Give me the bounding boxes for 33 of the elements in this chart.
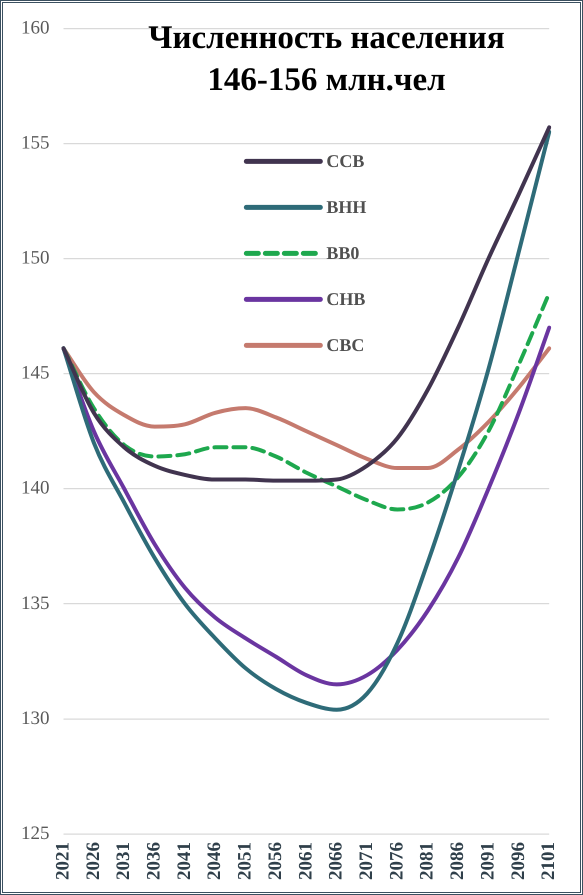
x-tick-label: 2101 [538, 842, 560, 880]
y-tick-label: 155 [21, 132, 50, 154]
y-tick-label: 135 [21, 592, 50, 614]
x-tick-label: 2066 [326, 842, 347, 880]
x-tick-label: 2026 [82, 842, 104, 880]
x-tick-label: 2086 [447, 842, 468, 880]
x-tick-label: 2041 [174, 842, 195, 880]
x-tick-label: 2061 [295, 842, 316, 880]
x-tick-label: 2021 [52, 842, 74, 880]
x-tick-label: 2076 [386, 842, 408, 880]
legend-label: BB0 [326, 243, 360, 264]
y-tick-label: 145 [21, 362, 50, 384]
x-tick-label: 2081 [416, 842, 438, 880]
y-tick-label: 130 [21, 708, 50, 729]
y-tick-label: 150 [21, 248, 50, 269]
legend-label: BHH [326, 197, 366, 218]
y-tick-label: 125 [21, 822, 50, 844]
line-series [62, 125, 552, 483]
legend-label: CHB [326, 289, 366, 310]
x-tick-label: 2056 [264, 842, 286, 880]
x-tick-label: 2036 [143, 842, 164, 880]
legend-label: CCB [326, 151, 364, 172]
x-tick-label: 2031 [113, 842, 134, 880]
y-tick-label: 140 [21, 478, 50, 499]
x-tick-label: 2096 [508, 842, 529, 880]
line-series [62, 130, 552, 712]
x-tick-label: 2071 [356, 842, 377, 880]
x-tick-label: 2091 [477, 842, 498, 880]
chart-title: Численность населения 146-156 млн.чел [147, 19, 506, 100]
x-tick-label: 2046 [204, 842, 226, 880]
x-tick-label: 2051 [234, 842, 256, 880]
legend-label: CBC [326, 335, 364, 356]
y-tick-label: 160 [21, 17, 50, 38]
